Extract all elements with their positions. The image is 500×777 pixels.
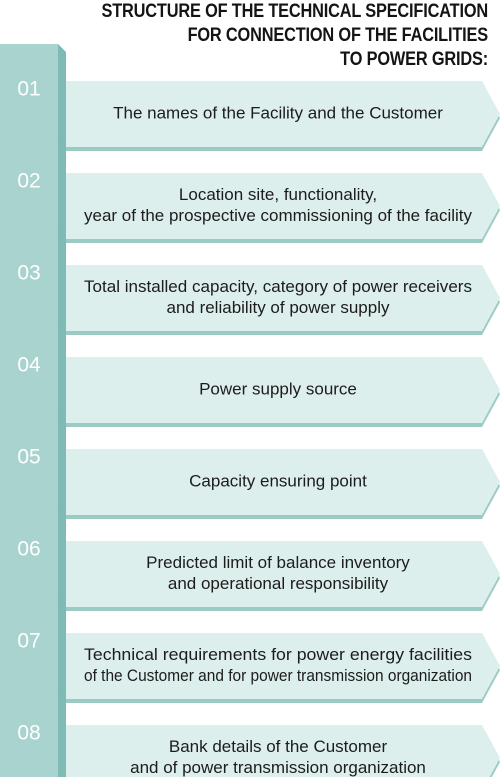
bar-shape bbox=[66, 81, 500, 147]
bar-shape bbox=[66, 725, 500, 777]
item-label-line: and reliability of power supply bbox=[166, 298, 390, 317]
item-label-line: year of the prospective commissioning of… bbox=[84, 206, 472, 225]
tab-face-shape bbox=[0, 596, 58, 696]
item-label-line: of the Customer and for power transmissi… bbox=[84, 666, 472, 685]
number-tab: 03 bbox=[0, 228, 66, 336]
number-tab: 07 bbox=[0, 596, 66, 704]
item-number: 02 bbox=[17, 170, 40, 193]
bar-shape bbox=[66, 449, 500, 515]
item-number: 01 bbox=[17, 78, 40, 101]
item-label-line: Technical requirements for power energy … bbox=[84, 645, 472, 664]
item-number: 07 bbox=[17, 630, 40, 653]
number-tab: 04 bbox=[0, 320, 66, 428]
item-label-line: Location site, functionality, bbox=[179, 185, 377, 204]
item-number: 03 bbox=[17, 262, 40, 285]
bar-shape bbox=[66, 633, 500, 699]
item-label-line: The names of the Facility and the Custom… bbox=[113, 103, 443, 122]
title-line-1: STRUCTURE OF THE TECHNICAL SPECIFICATION bbox=[101, 1, 488, 22]
tab-face-shape bbox=[0, 688, 58, 777]
item-number: 05 bbox=[17, 446, 40, 469]
number-tab: 08 bbox=[0, 688, 66, 777]
number-tab: 05 bbox=[0, 412, 66, 520]
list-item: Predicted limit of balance inventory and … bbox=[66, 541, 500, 611]
list-item: Power supply source bbox=[66, 357, 500, 427]
tab-face-shape bbox=[0, 44, 58, 144]
number-tab: 06 bbox=[0, 504, 66, 612]
tab-face-shape bbox=[0, 320, 58, 420]
item-label-line: Power supply source bbox=[199, 379, 357, 398]
tab-face-shape bbox=[0, 136, 58, 236]
bar-shape bbox=[66, 265, 500, 331]
number-tab: 02 bbox=[0, 136, 66, 244]
bar-shape bbox=[66, 173, 500, 239]
tab-face-shape bbox=[0, 228, 58, 328]
item-number: 04 bbox=[17, 354, 41, 377]
title-line-3: TO POWER GRIDS: bbox=[340, 49, 488, 70]
list-item: Bank details of the Customer and of power… bbox=[66, 725, 500, 777]
item-label-line: Bank details of the Customer bbox=[169, 737, 388, 756]
item-number: 06 bbox=[17, 538, 40, 561]
list-item: The names of the Facility and the Custom… bbox=[66, 81, 500, 151]
tab-face-shape bbox=[0, 412, 58, 512]
number-tabs: 01 02 03 04 05 06 07 08 bbox=[0, 44, 66, 777]
item-label-line: Total installed capacity, category of po… bbox=[84, 277, 472, 296]
list-item: Location site, functionality, year of the… bbox=[66, 173, 500, 243]
bar-shape bbox=[66, 357, 500, 423]
title-line-2: FOR CONNECTION OF THE FACILITIES bbox=[187, 25, 489, 46]
item-bars: The names of the Facility and the Custom… bbox=[66, 81, 500, 777]
number-tab: 01 bbox=[0, 44, 66, 152]
list-item: Total installed capacity, category of po… bbox=[66, 265, 500, 335]
item-label-line: and of power transmission organization bbox=[130, 758, 426, 777]
item-label-line: Predicted limit of balance inventory bbox=[146, 553, 410, 572]
list-item: Technical requirements for power energy … bbox=[66, 633, 500, 703]
item-label-line: Capacity ensuring point bbox=[189, 471, 367, 490]
item-number: 08 bbox=[17, 722, 40, 745]
item-label-line: and operational responsibility bbox=[168, 574, 389, 593]
tab-face-shape bbox=[0, 504, 58, 604]
diagram-title: STRUCTURE OF THE TECHNICAL SPECIFICATION… bbox=[84, 0, 488, 72]
list-item: Capacity ensuring point bbox=[66, 449, 500, 519]
bar-shape bbox=[66, 541, 500, 607]
